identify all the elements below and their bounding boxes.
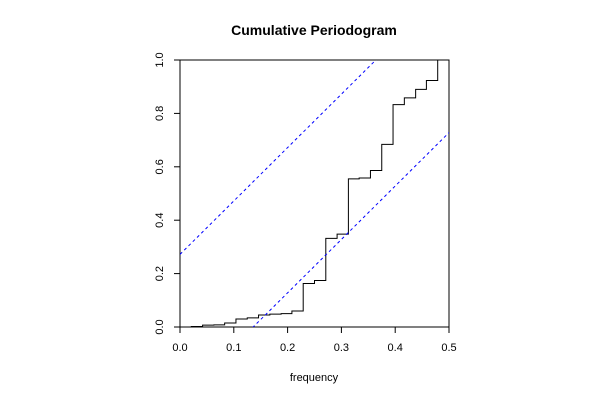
y-tick-label: 1.0 xyxy=(154,52,166,67)
y-tick-label: 0.4 xyxy=(154,213,166,228)
x-tick-label: 0.4 xyxy=(388,342,403,354)
x-tick-label: 0.3 xyxy=(334,342,349,354)
y-tick-label: 0.8 xyxy=(154,106,166,121)
y-tick-label: 0.0 xyxy=(154,319,166,334)
lower-confidence-band-line xyxy=(252,132,449,327)
upper-confidence-band-line xyxy=(180,60,377,255)
y-tick-label: 0.2 xyxy=(154,266,166,281)
y-axis: 0.0 0.2 0.4 0.6 0.8 1.0 xyxy=(154,52,180,335)
x-axis-label: frequency xyxy=(290,372,339,384)
y-tick-label: 0.6 xyxy=(154,159,166,174)
chart-title: Cumulative Periodogram xyxy=(231,22,397,38)
x-tick-label: 0.2 xyxy=(280,342,295,354)
x-tick-label: 0.1 xyxy=(226,342,241,354)
plot-frame xyxy=(179,59,450,328)
series-layer xyxy=(180,60,449,327)
x-axis: 0.0 0.1 0.2 0.3 0.4 0.5 xyxy=(172,327,457,354)
x-tick-label: 0.5 xyxy=(441,342,456,354)
cumulative-periodogram-line xyxy=(180,60,449,327)
x-tick-label: 0.0 xyxy=(172,342,187,354)
